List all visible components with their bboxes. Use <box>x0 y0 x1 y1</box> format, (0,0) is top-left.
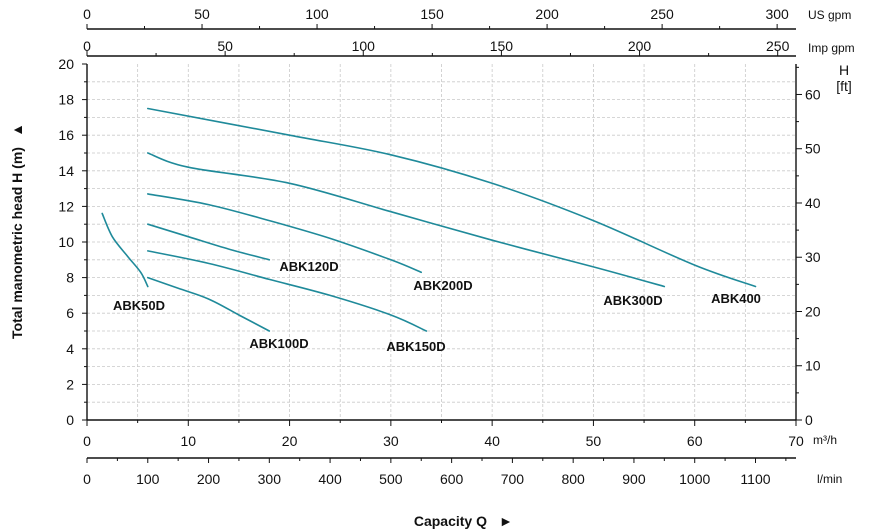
curve-label-abk400: ABK400 <box>711 291 761 306</box>
y-tick-label: 4 <box>66 341 74 357</box>
lmin-tick-label: 500 <box>379 471 403 487</box>
y-tick-label: 2 <box>66 376 74 392</box>
x-tick-label: 20 <box>282 433 298 449</box>
curve-label-abk50d: ABK50D <box>113 298 165 313</box>
x-tick-label: 40 <box>484 433 500 449</box>
y-tick-label: 16 <box>58 127 74 143</box>
usgpm-tick-label: 300 <box>765 6 789 22</box>
lmin-tick-label: 400 <box>318 471 342 487</box>
y-tick-label: 10 <box>58 234 74 250</box>
lmin-tick-label: 900 <box>622 471 646 487</box>
curve-label-abk120d: ABK120D <box>279 259 338 274</box>
x-tick-label: 30 <box>383 433 399 449</box>
impgpm-tick-label: 250 <box>766 38 790 54</box>
x-axis-arrow: ► <box>499 513 513 529</box>
grid <box>87 64 796 420</box>
curve-abk150d <box>147 250 428 332</box>
curve-label-abk100d: ABK100D <box>249 336 308 351</box>
ft-unit-label: H <box>839 62 849 78</box>
y-axis-title: Total manometric head H (m) <box>9 147 25 339</box>
ft-tick-label: 0 <box>805 412 813 428</box>
y-tick-label: 8 <box>66 270 74 286</box>
x-unit-m3h: m³/h <box>813 433 837 447</box>
y-tick-label: 14 <box>58 163 74 179</box>
usgpm-tick-label: 200 <box>535 6 559 22</box>
x-unit-impgpm: Imp gpm <box>808 41 855 55</box>
usgpm-tick-label: 100 <box>305 6 329 22</box>
x-unit-lmin: l/min <box>817 472 842 486</box>
x-tick-label: 60 <box>687 433 703 449</box>
x-tick-label: 50 <box>586 433 602 449</box>
x-unit-usgpm: US gpm <box>808 8 851 22</box>
impgpm-tick-label: 150 <box>490 38 514 54</box>
y-tick-label: 18 <box>58 92 74 108</box>
usgpm-tick-label: 0 <box>83 6 91 22</box>
usgpm-tick-label: 150 <box>420 6 444 22</box>
axes <box>82 24 802 463</box>
ft-tick-label: 50 <box>805 141 821 157</box>
x-tick-label: 70 <box>788 433 804 449</box>
curve-labels: ABK50D ABK100D ABK120D ABK150D ABK200D ABK300… <box>113 259 761 354</box>
lmin-tick-label: 1000 <box>679 471 710 487</box>
performance-curves <box>101 107 757 332</box>
curve-abk200d <box>147 193 422 274</box>
x-axis-title: Capacity Q <box>414 513 487 529</box>
lmin-tick-label: 800 <box>561 471 585 487</box>
y-tick-label: 6 <box>66 305 74 321</box>
lmin-tick-label: 600 <box>440 471 464 487</box>
usgpm-tick-label: 50 <box>194 6 210 22</box>
curve-abk50d <box>101 212 149 288</box>
y-tick-label: 0 <box>66 412 74 428</box>
ft-tick-label: 40 <box>805 195 821 211</box>
ft-unit-label-2: [ft] <box>836 78 852 94</box>
y-axis-arrow: ▲ <box>9 123 25 137</box>
x-tick-label: 0 <box>83 433 91 449</box>
lmin-tick-label: 1100 <box>740 471 770 487</box>
y-tick-label: 12 <box>58 198 74 214</box>
usgpm-tick-label: 250 <box>650 6 674 22</box>
lmin-tick-label: 0 <box>83 471 91 487</box>
curve-abk400 <box>147 107 757 288</box>
curve-label-abk200d: ABK200D <box>413 278 472 293</box>
y-tick-label: 20 <box>58 56 74 72</box>
curve-label-abk150d: ABK150D <box>386 339 445 354</box>
ft-tick-label: 30 <box>805 249 821 265</box>
lmin-tick-label: 700 <box>501 471 525 487</box>
impgpm-tick-label: 50 <box>217 38 233 54</box>
lmin-tick-label: 300 <box>258 471 282 487</box>
curve-abk120d <box>147 223 271 261</box>
curve-abk300d <box>147 152 666 288</box>
lmin-tick-label: 100 <box>136 471 160 487</box>
impgpm-tick-label: 100 <box>352 38 376 54</box>
curve-label-abk300d: ABK300D <box>603 293 662 308</box>
impgpm-tick-label: 200 <box>628 38 652 54</box>
curve-abk100d <box>147 276 271 332</box>
lmin-tick-label: 200 <box>197 471 221 487</box>
ft-tick-label: 10 <box>805 358 821 374</box>
ft-tick-label: 20 <box>805 303 821 319</box>
x-tick-label: 10 <box>180 433 196 449</box>
ft-tick-label: 60 <box>805 86 821 102</box>
impgpm-tick-label: 0 <box>83 38 91 54</box>
